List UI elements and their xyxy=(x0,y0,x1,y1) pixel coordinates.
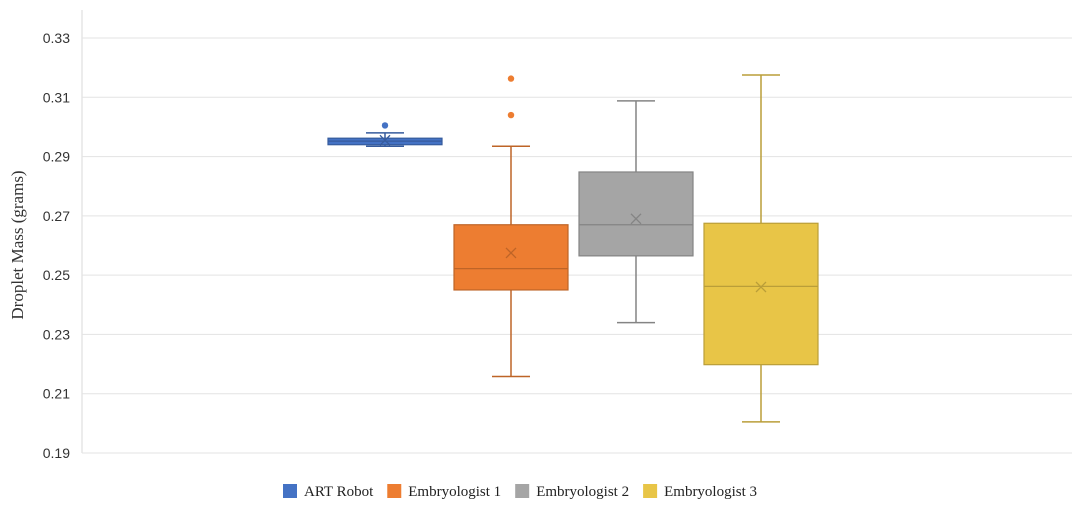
y-tick-label: 0.23 xyxy=(43,326,70,342)
box-series xyxy=(327,74,819,423)
mean-marker xyxy=(630,213,642,225)
iqr-box xyxy=(453,224,569,291)
box-embryologist-3 xyxy=(703,74,819,423)
box-embryologist-2 xyxy=(578,100,694,324)
legend-label: Embryologist 3 xyxy=(664,484,757,500)
y-tick-label: 0.29 xyxy=(43,149,70,165)
legend: ART Robot Embryologist 1 Embryologist 2 Emb… xyxy=(283,484,757,500)
y-axis-ticks: 0.19 0.21 0.23 0.25 0.27 0.29 0.31 0.33 xyxy=(43,30,70,461)
legend-label: Embryologist 1 xyxy=(408,484,501,500)
legend-swatch xyxy=(283,484,297,498)
outlier-point xyxy=(507,111,515,119)
outlier-point xyxy=(507,75,515,82)
y-tick-label: 0.21 xyxy=(43,386,70,402)
mean-marker xyxy=(755,281,767,293)
iqr-box xyxy=(703,222,819,366)
mean-marker xyxy=(505,247,517,259)
mean-marker xyxy=(379,134,391,146)
legend-swatch xyxy=(643,484,658,498)
iqr-box xyxy=(578,171,694,257)
y-tick-label: 0.33 xyxy=(43,30,70,46)
legend-label: Embryologist 2 xyxy=(536,484,629,500)
outlier-point xyxy=(381,122,389,129)
y-tick-label: 0.19 xyxy=(43,445,70,461)
box-art-robot xyxy=(327,122,443,147)
y-tick-label: 0.25 xyxy=(43,267,70,283)
y-tick-label: 0.27 xyxy=(43,208,70,224)
box-embryologist-1 xyxy=(453,75,569,378)
legend-label: ART Robot xyxy=(304,484,374,500)
y-axis-title: Droplet Mass (grams) xyxy=(8,170,27,319)
y-tick-label: 0.31 xyxy=(43,89,70,105)
grid-lines xyxy=(81,10,1072,454)
legend-swatch xyxy=(515,484,530,498)
legend-swatch xyxy=(387,484,402,498)
